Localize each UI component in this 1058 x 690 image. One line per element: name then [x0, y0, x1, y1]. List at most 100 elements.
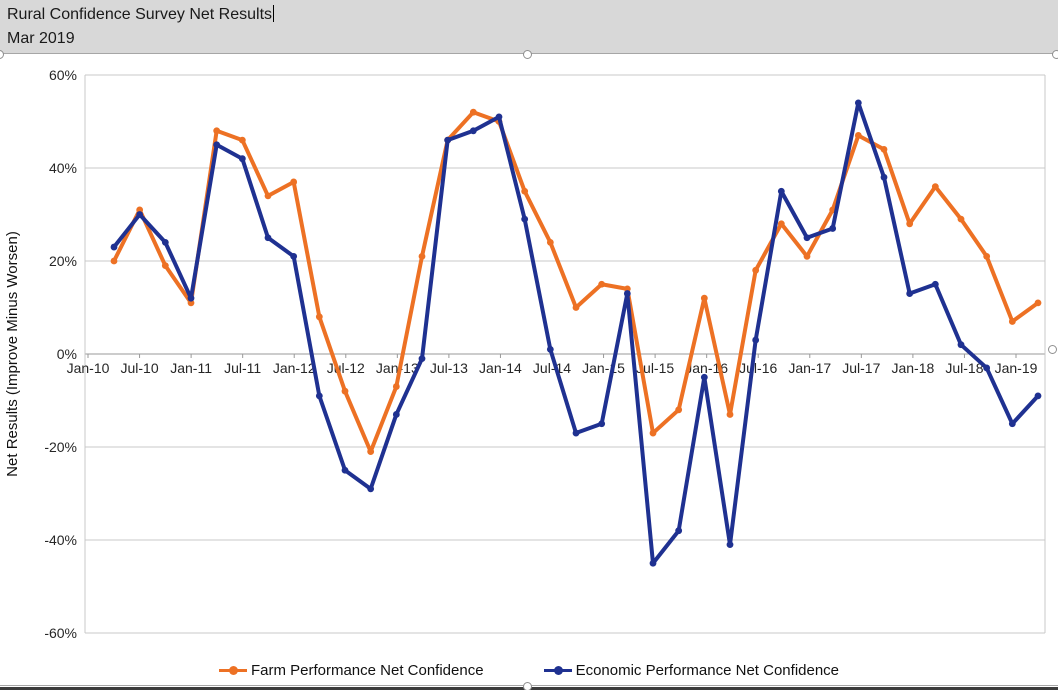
data-point-marker[interactable]	[136, 211, 144, 218]
data-point-marker[interactable]	[957, 215, 965, 223]
data-point-marker[interactable]	[726, 411, 734, 418]
y-axis-title: Net Results (Improve Minus Worsen)	[4, 231, 21, 477]
selection-handle-bottom-center[interactable]	[523, 682, 532, 690]
data-point-marker[interactable]	[777, 220, 785, 228]
x-axis-label: Jan-12	[273, 360, 316, 376]
series-line-economic[interactable]	[112, 100, 1040, 566]
chart-legend[interactable]: Farm Performance Net Confidence Economic…	[0, 655, 1058, 685]
data-point-marker[interactable]	[854, 99, 862, 107]
data-point-marker[interactable]	[187, 299, 195, 307]
y-axis-label: 40%	[49, 160, 77, 176]
data-point-marker[interactable]	[931, 280, 939, 288]
legend-label-economic: Economic Performance Net Confidence	[575, 661, 840, 679]
data-point-marker[interactable]	[315, 313, 323, 321]
data-point-marker[interactable]	[290, 252, 298, 260]
y-axis-label: 20%	[49, 253, 77, 269]
data-point-marker[interactable]	[598, 280, 606, 288]
data-point-marker[interactable]	[829, 225, 837, 232]
data-point-marker[interactable]	[290, 178, 298, 186]
data-point-marker[interactable]	[880, 146, 888, 153]
data-point-marker[interactable]	[521, 215, 529, 223]
data-point-marker[interactable]	[931, 183, 939, 191]
selection-handle-top-right[interactable]	[1052, 50, 1058, 59]
data-point-marker[interactable]	[1034, 392, 1042, 400]
data-point-marker[interactable]	[957, 341, 965, 349]
data-point-marker[interactable]	[675, 527, 683, 535]
data-point-marker[interactable]	[1008, 420, 1016, 428]
data-point-marker[interactable]	[418, 252, 426, 260]
selection-handle-mid-right[interactable]	[1048, 345, 1057, 354]
x-axis-label: Jul-10	[120, 360, 158, 376]
x-axis-label: Jan-14	[479, 360, 522, 376]
data-point-marker[interactable]	[752, 266, 760, 274]
series-line-farm[interactable]	[112, 110, 1040, 454]
data-point-marker[interactable]	[983, 364, 991, 372]
data-point-marker[interactable]	[238, 136, 246, 144]
data-point-marker[interactable]	[161, 239, 169, 246]
data-point-marker[interactable]	[392, 383, 400, 390]
data-point-marker[interactable]	[906, 290, 914, 297]
farm-series-marker-icon	[218, 665, 247, 675]
data-point-marker[interactable]	[572, 304, 580, 311]
data-point-marker[interactable]	[213, 141, 221, 149]
data-point-marker[interactable]	[495, 113, 503, 121]
data-point-marker[interactable]	[1008, 318, 1016, 325]
chart-subtitle-text: Mar 2019	[7, 30, 75, 47]
data-point-marker[interactable]	[726, 541, 734, 549]
data-point-marker[interactable]	[572, 429, 580, 437]
selection-handle-top-center[interactable]	[523, 50, 532, 59]
data-point-marker[interactable]	[623, 290, 631, 297]
data-point-marker[interactable]	[264, 192, 272, 200]
data-point-marker[interactable]	[906, 220, 914, 228]
chart-title-text: Rural Confidence Survey Net Results	[7, 6, 273, 23]
data-point-marker[interactable]	[341, 466, 349, 474]
legend-item-farm[interactable]: Farm Performance Net Confidence	[218, 661, 484, 679]
data-point-marker[interactable]	[444, 136, 452, 144]
data-point-marker[interactable]	[161, 262, 169, 270]
data-point-marker[interactable]	[110, 257, 118, 265]
data-point-marker[interactable]	[418, 355, 426, 363]
data-point-marker[interactable]	[623, 285, 631, 293]
data-point-marker[interactable]	[521, 187, 529, 195]
chart-title-line2[interactable]: Mar 2019	[7, 27, 1058, 51]
legend-label-farm: Farm Performance Net Confidence	[250, 661, 484, 679]
data-point-marker[interactable]	[187, 294, 195, 302]
data-point-marker[interactable]	[546, 239, 554, 246]
data-point-marker[interactable]	[1034, 299, 1042, 307]
data-point-marker[interactable]	[675, 406, 683, 414]
data-point-marker[interactable]	[880, 173, 888, 181]
data-point-marker[interactable]	[110, 243, 118, 251]
legend-item-economic[interactable]: Economic Performance Net Confidence	[543, 661, 840, 679]
data-point-marker[interactable]	[367, 448, 375, 456]
data-point-marker[interactable]	[598, 420, 606, 428]
x-axis-label: Jan-13	[376, 360, 419, 376]
data-point-marker[interactable]	[777, 187, 785, 195]
data-point-marker[interactable]	[213, 127, 221, 135]
chart-title-textbox[interactable]: Rural Confidence Survey Net Results Mar …	[0, 0, 1058, 54]
data-point-marker[interactable]	[803, 252, 811, 260]
data-point-marker[interactable]	[341, 387, 349, 395]
data-point-marker[interactable]	[803, 234, 811, 242]
data-point-marker[interactable]	[649, 429, 657, 437]
x-axis-label: Jul-12	[327, 360, 365, 376]
data-point-marker[interactable]	[238, 155, 246, 163]
data-point-marker[interactable]	[983, 252, 991, 260]
data-point-marker[interactable]	[649, 559, 657, 567]
data-point-marker[interactable]	[700, 294, 708, 302]
data-point-marker[interactable]	[854, 132, 862, 139]
data-point-marker[interactable]	[752, 336, 760, 344]
data-point-marker[interactable]	[546, 345, 554, 353]
chart-title-line1[interactable]: Rural Confidence Survey Net Results	[7, 3, 1058, 27]
data-point-marker[interactable]	[264, 234, 272, 242]
data-point-marker[interactable]	[700, 373, 708, 381]
data-point-marker[interactable]	[392, 411, 400, 418]
data-point-marker[interactable]	[469, 127, 477, 135]
x-axis: Jan-10 Jul-10 Jan-11 Jul-11 Jan-12 Jul-12 Jan-…	[67, 354, 1038, 376]
x-axis-label: Jul-16	[739, 360, 777, 376]
data-point-marker[interactable]	[469, 108, 477, 116]
data-point-marker[interactable]	[136, 206, 144, 214]
data-point-marker[interactable]	[315, 392, 323, 400]
data-point-marker[interactable]	[367, 485, 375, 493]
